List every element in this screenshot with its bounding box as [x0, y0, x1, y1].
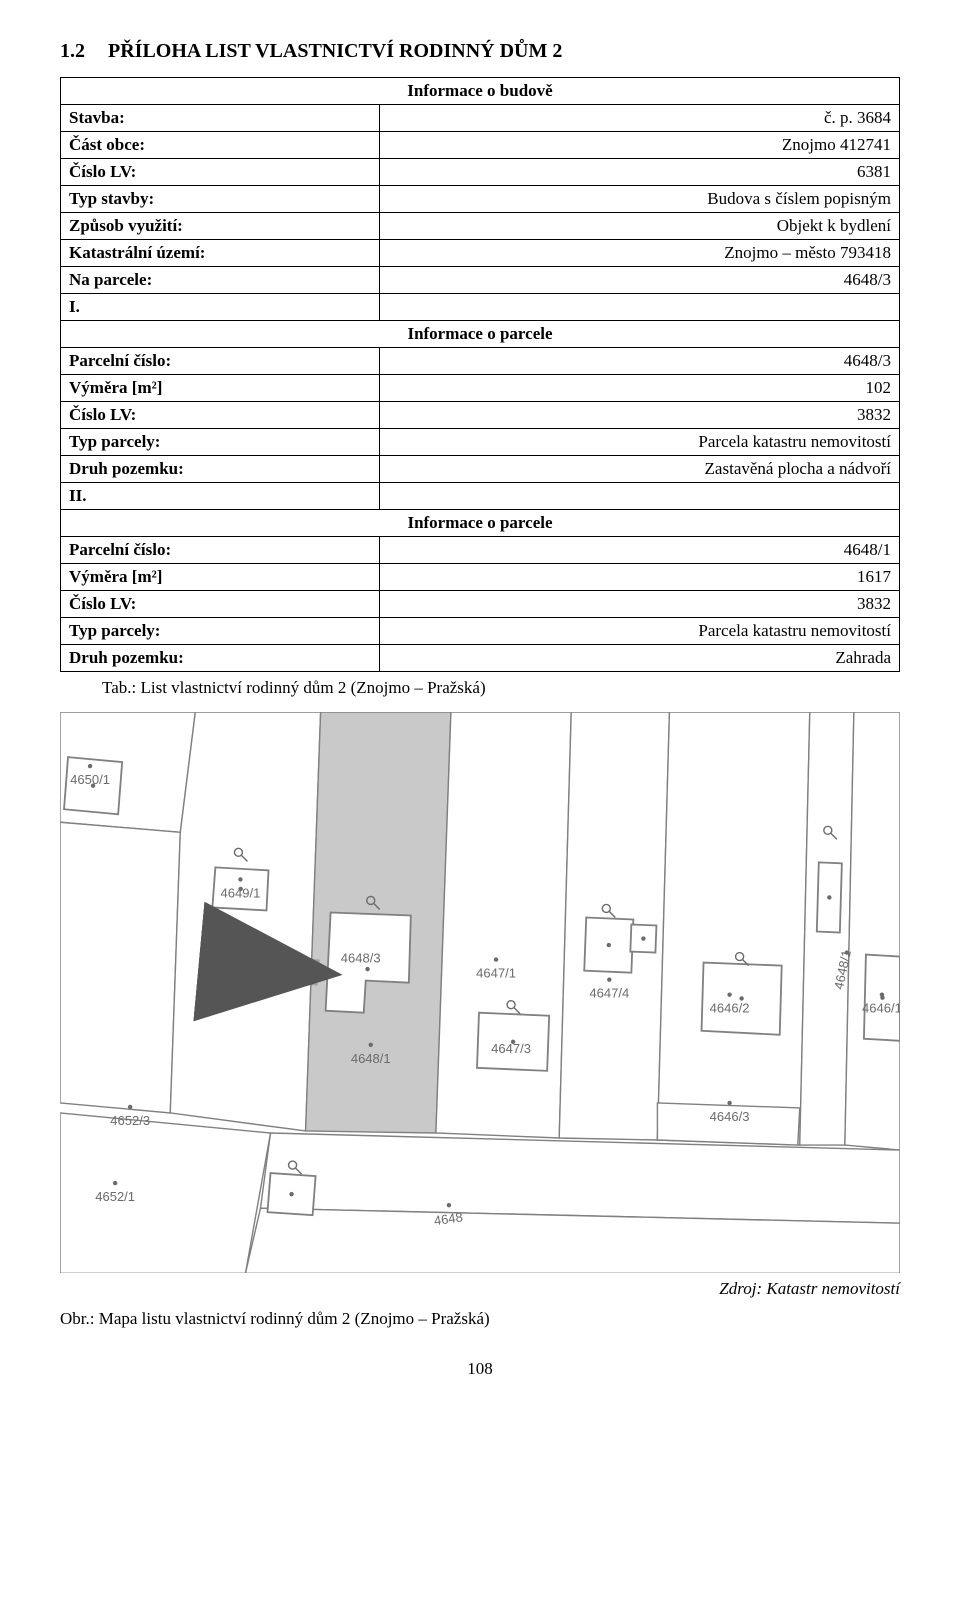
row-value: Parcela katastru nemovitostí	[379, 429, 899, 456]
row-label: Typ parcely:	[61, 429, 380, 456]
svg-text:4649/1: 4649/1	[221, 885, 261, 900]
svg-text:4646/2: 4646/2	[710, 1001, 750, 1016]
svg-text:4647/4: 4647/4	[589, 986, 629, 1001]
row-label: Parcelní číslo:	[61, 537, 380, 564]
page-number: 108	[60, 1359, 900, 1379]
svg-text:4652/1: 4652/1	[95, 1189, 135, 1204]
row-value: Objekt k bydlení	[379, 213, 899, 240]
row-label: Katastrální území:	[61, 240, 380, 267]
row-value: 4648/1	[379, 537, 899, 564]
row-label: Způsob využití:	[61, 213, 380, 240]
cadastral-map: 4648/3 4647/3 4652/1 4650/1 4652/3 4649/1 4648…	[60, 712, 900, 1273]
row-value: Znojmo 412741	[379, 132, 899, 159]
svg-text:4652/3: 4652/3	[110, 1113, 150, 1128]
section-prefix: I.	[61, 294, 380, 321]
section-heading: 1.2 PŘÍLOHA LIST VLASTNICTVÍ RODINNÝ DŮM…	[60, 40, 900, 63]
row-label: Na parcele:	[61, 267, 380, 294]
row-value: 6381	[379, 159, 899, 186]
row-label: Druh pozemku:	[61, 645, 380, 672]
row-value: č. p. 3684	[379, 105, 899, 132]
row-value: Znojmo – město 793418	[379, 240, 899, 267]
info-table: Informace o budověStavba:č. p. 3684Část …	[60, 77, 900, 672]
section-prefix: II.	[61, 483, 380, 510]
row-value: 4648/3	[379, 348, 899, 375]
row-label: Číslo LV:	[61, 591, 380, 618]
row-label: Druh pozemku:	[61, 456, 380, 483]
row-label: Stavba:	[61, 105, 380, 132]
row-label: Parcelní číslo:	[61, 348, 380, 375]
row-value: 3832	[379, 591, 899, 618]
row-value: Budova s číslem popisným	[379, 186, 899, 213]
row-value: 3832	[379, 402, 899, 429]
row-value: Zastavěná plocha a nádvoří	[379, 456, 899, 483]
svg-text:4646/1: 4646/1	[862, 1001, 900, 1016]
svg-text:4648/1: 4648/1	[351, 1051, 391, 1066]
row-label: Výměra [m²]	[61, 375, 380, 402]
row-label: Číslo LV:	[61, 159, 380, 186]
svg-text:4647/1: 4647/1	[476, 966, 516, 981]
svg-text:4648/3: 4648/3	[341, 951, 381, 966]
row-value: Zahrada	[379, 645, 899, 672]
map-caption: Obr.: Mapa listu vlastnictví rodinný dům…	[60, 1309, 900, 1329]
table-header: Informace o parcele	[61, 510, 900, 537]
row-label: Výměra [m²]	[61, 564, 380, 591]
svg-text:4650/1: 4650/1	[70, 772, 110, 787]
row-value: 1617	[379, 564, 899, 591]
section-title: PŘÍLOHA LIST VLASTNICTVÍ RODINNÝ DŮM 2	[108, 40, 562, 62]
row-value: 4648/3	[379, 267, 899, 294]
row-label: Typ stavby:	[61, 186, 380, 213]
section-number: 1.2	[60, 40, 85, 63]
row-value: Parcela katastru nemovitostí	[379, 618, 899, 645]
table-header: Informace o parcele	[61, 321, 900, 348]
row-label: Číslo LV:	[61, 402, 380, 429]
svg-text:4647/3: 4647/3	[491, 1041, 531, 1056]
svg-text:4646/3: 4646/3	[710, 1109, 750, 1124]
row-label: Část obce:	[61, 132, 380, 159]
row-value: 102	[379, 375, 899, 402]
source-line: Zdroj: Katastr nemovitostí	[60, 1279, 900, 1299]
table-header: Informace o budově	[61, 78, 900, 105]
table-caption: Tab.: List vlastnictví rodinný dům 2 (Zn…	[102, 678, 900, 698]
row-label: Typ parcely:	[61, 618, 380, 645]
